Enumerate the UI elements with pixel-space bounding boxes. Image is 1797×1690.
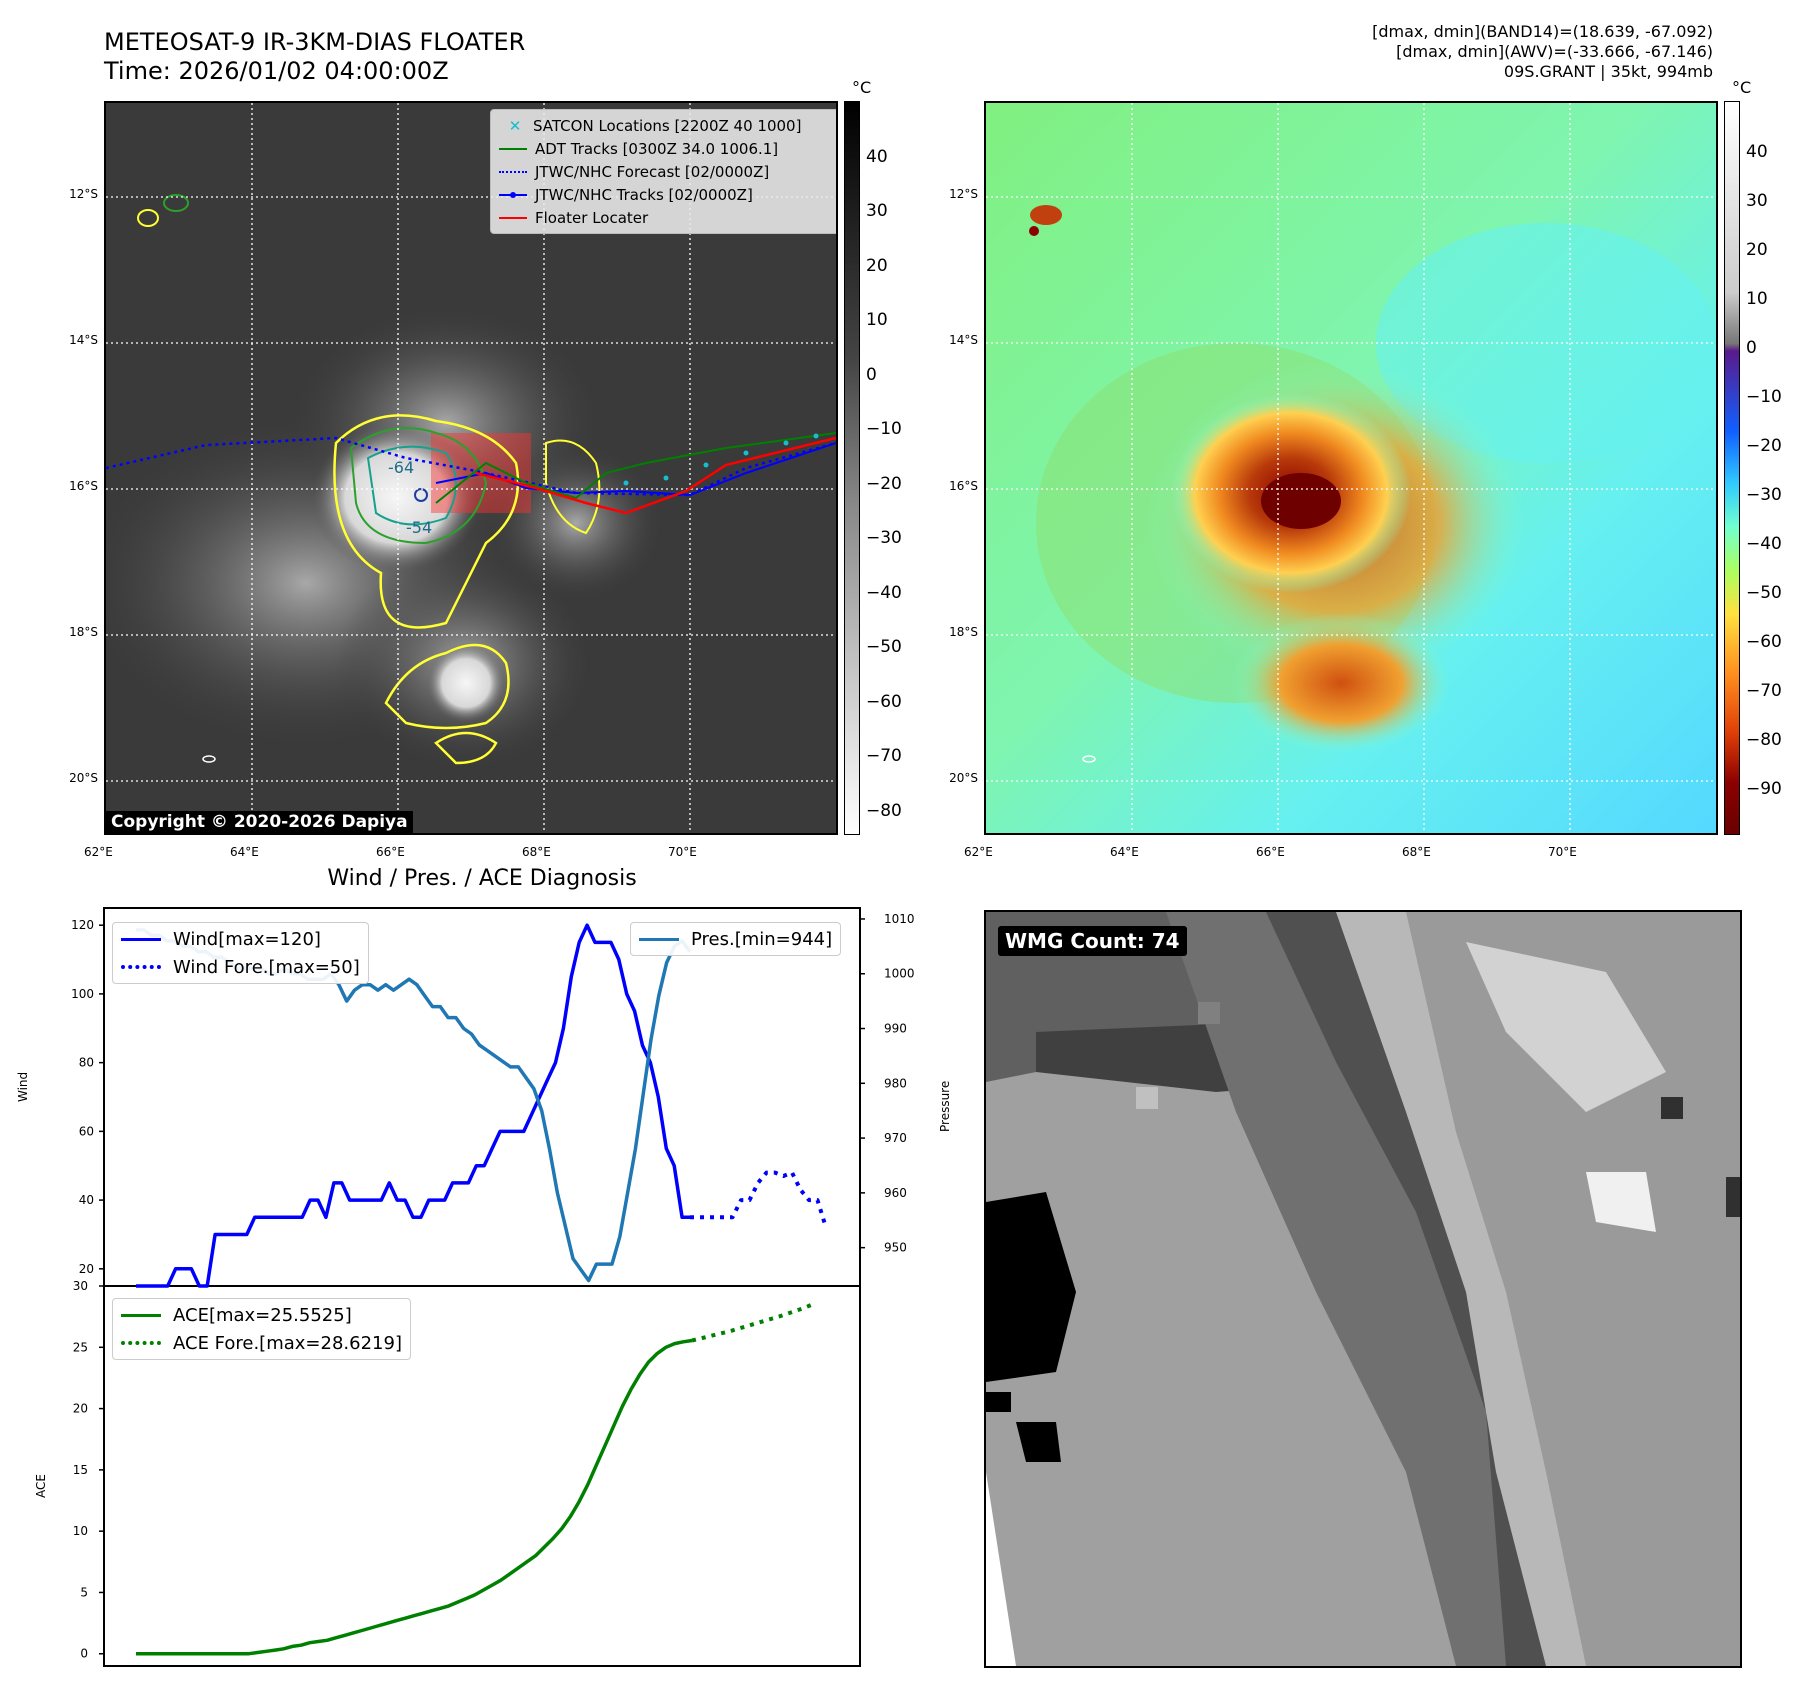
legend-wind: Wind[max=120] — [121, 925, 360, 953]
ir-colorbar-unit: °C — [852, 78, 872, 97]
ir-legend: ✕ SATCON Locations [2200Z 40 1000] ADT T… — [490, 109, 836, 234]
pres-tick-label: 950 — [884, 1241, 907, 1255]
contour-label-64: -64 — [388, 458, 414, 477]
ace-tick-label: 15 — [73, 1463, 88, 1477]
wmg-count-badge: WMG Count: 74 — [998, 926, 1187, 956]
legend-ace: ACE[max=25.5525] — [121, 1301, 402, 1329]
wind-axis-label: Wind — [16, 1071, 30, 1102]
pressure-axis-label: Pressure — [938, 1080, 952, 1132]
wv-colorbar-unit: °C — [1732, 78, 1752, 97]
stat-storm: 09S.GRANT | 35kt, 994mb — [1503, 62, 1713, 81]
wind-legend: Wind[max=120] Wind Fore.[max=50] — [112, 922, 369, 984]
wind-tick-label: 20 — [79, 1262, 94, 1276]
pres-tick-label: 980 — [884, 1076, 907, 1090]
pres-tick-label: 1000 — [884, 967, 915, 981]
ace-tick-label: 0 — [80, 1647, 88, 1661]
pres-tick-label: 970 — [884, 1131, 907, 1145]
line-icon — [639, 937, 679, 941]
wind-series-line — [136, 923, 690, 1288]
diag-title: Wind / Pres. / ACE Diagnosis — [327, 866, 637, 891]
line-icon — [499, 216, 527, 219]
pres-tick-label: 960 — [884, 1186, 907, 1200]
wv-colorbar — [1724, 101, 1740, 835]
ace-tick-label: 10 — [73, 1524, 88, 1538]
dotted-line-icon — [121, 965, 161, 969]
figure-title: METEOSAT-9 IR-3KM-DIAS FLOATER Time: 202… — [104, 28, 525, 86]
wv-map — [986, 103, 1716, 833]
wv-lat-labels: 12°S 14°S 16°S 18°S 20°S — [949, 187, 978, 785]
stat-band14: [dmax, dmin](BAND14)=(18.639, -67.092) — [1372, 22, 1713, 41]
wmg-panel: WMG Count: 74 — [984, 910, 1742, 1668]
ir-map-panel: -64 -54 ✕ SATCON Locations [2200Z 40 100… — [104, 101, 838, 835]
ace-tick-label: 20 — [73, 1402, 88, 1416]
contour-label-54: -54 — [406, 518, 432, 537]
ace-forecast-line — [691, 1301, 817, 1343]
copyright-badge: Copyright © 2020-2026 Dapiya — [106, 811, 413, 833]
ir-colorbar — [844, 101, 860, 835]
legend-pres: Pres.[min=944] — [639, 925, 832, 953]
pres-legend: Pres.[min=944] — [630, 922, 842, 956]
wind-tick-label: 120 — [71, 918, 94, 932]
satcon-points — [623, 433, 819, 486]
wv-gridlines — [986, 103, 1716, 833]
pres-tick-label: 1010 — [884, 912, 915, 926]
stat-awv: [dmax, dmin](AWV)=(-33.666, -67.146) — [1396, 42, 1713, 61]
wind-forecast-line — [690, 1170, 828, 1229]
ace-series-line — [136, 1338, 693, 1656]
x-marker-icon: ✕ — [508, 116, 522, 135]
wv-colorbar-ticks: 40 30 20 10 0 −10 −20 −30 −40 −50 −60 −7… — [1746, 142, 1782, 799]
wv-lon-labels: 62°E 64°E 66°E 68°E 70°E — [964, 845, 1577, 859]
wv-map-panel — [984, 101, 1718, 835]
adt-track — [435, 432, 836, 504]
floater-track — [475, 436, 836, 515]
wind-tick-label: 100 — [71, 987, 94, 1001]
marker-line-icon — [499, 191, 527, 198]
line-icon — [121, 937, 161, 941]
legend-item-tracks: JTWC/NHC Tracks [02/0000Z] — [497, 183, 833, 206]
ace-tick-label: 30 — [73, 1279, 88, 1293]
legend-item-adt: ADT Tracks [0300Z 34.0 1006.1] — [497, 137, 833, 160]
line-icon — [121, 1313, 161, 1317]
legend-item-satcon: ✕ SATCON Locations [2200Z 40 1000] — [497, 114, 833, 137]
dotted-line-icon — [121, 1341, 161, 1345]
ir-lat-labels: 12°S 14°S 16°S 18°S 20°S — [69, 187, 98, 785]
ir-lon-labels: 62°E 64°E 66°E 68°E 70°E — [84, 845, 697, 859]
dotted-line-icon — [499, 170, 527, 173]
ace-tick-label: 5 — [80, 1585, 88, 1599]
wind-tick-label: 80 — [79, 1056, 94, 1070]
ace-axis-label: ACE — [34, 1474, 48, 1498]
ace-tick-label: 25 — [73, 1340, 88, 1354]
jtwc-track — [435, 442, 836, 497]
title-line-1: METEOSAT-9 IR-3KM-DIAS FLOATER — [104, 28, 526, 56]
diag-chart: 20 40 60 80 100 120 950 960 970 980 990 1000 1010 0 5 1… — [71, 907, 915, 1667]
legend-item-forecast: JTWC/NHC Forecast [02/0000Z] — [497, 160, 833, 183]
pres-tick-label: 990 — [884, 1022, 907, 1036]
ir-colorbar-ticks: 40 30 20 10 0 −10 −20 −30 −40 −50 −60 −7… — [866, 147, 902, 821]
line-icon — [499, 147, 527, 150]
legend-ace-fore: ACE Fore.[max=28.6219] — [121, 1329, 402, 1357]
legend-item-floater: Floater Locater — [497, 206, 833, 229]
wind-tick-label: 40 — [79, 1193, 94, 1207]
ace-legend: ACE[max=25.5525] ACE Fore.[max=28.6219] — [112, 1298, 411, 1360]
title-line-2: Time: 2026/01/02 04:00:00Z — [104, 57, 449, 85]
wmg-image — [986, 912, 1740, 1666]
stats-block: [dmax, dmin](BAND14)=(18.639, -67.092) [… — [1372, 22, 1713, 82]
wind-tick-label: 60 — [79, 1124, 94, 1138]
legend-wind-fore: Wind Fore.[max=50] — [121, 953, 360, 981]
